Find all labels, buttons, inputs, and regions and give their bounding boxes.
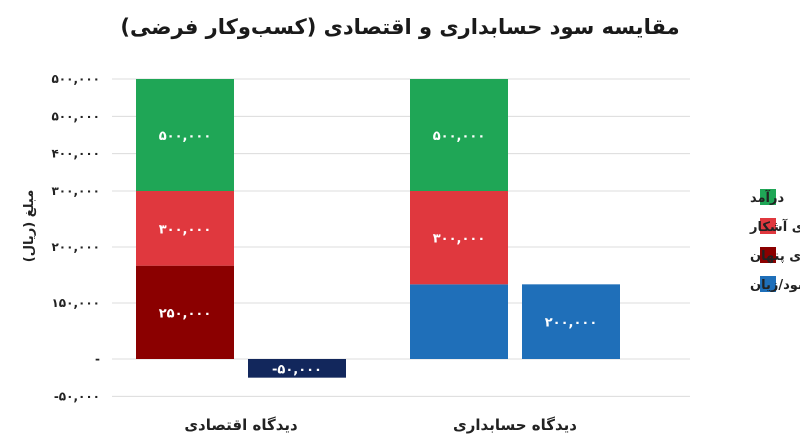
y-tick-label: ۵۰۰,۰۰۰ [51, 72, 100, 86]
y-tick-label: ۱۵۰,۰۰۰ [51, 296, 100, 310]
category-label: دیدگاه حسابداری [453, 416, 577, 434]
y-axis-label: مبلغ (ریال) [22, 190, 37, 262]
profit-bar [248, 359, 346, 378]
legend-swatch [760, 247, 776, 263]
y-tick-label: ۴۰۰,۰۰۰ [51, 147, 100, 161]
legend-label: سود/زیان [750, 278, 800, 293]
data-label: ۲۵۰,۰۰۰ [159, 306, 212, 321]
legend-label: هزینه‌های پنهان [750, 249, 800, 264]
profit-label: ۲۰۰,۰۰۰ [545, 316, 598, 331]
y-tick-label: ۳۰۰,۰۰۰ [51, 184, 100, 198]
legend-label: هزینه‌های آشکار [749, 218, 800, 235]
legend-swatch [760, 218, 776, 234]
y-tick-label: ۲۰۰,۰۰۰ [51, 240, 100, 254]
profit-label: -۵۰,۰۰۰ [272, 362, 322, 377]
data-label: ۵۰۰,۰۰۰ [159, 129, 212, 144]
data-label: ۳۰۰,۰۰۰ [159, 222, 212, 237]
legend-label: درآمد [750, 189, 784, 206]
data-label: ۵۰۰,۰۰۰ [433, 129, 486, 144]
chart-title: مقایسه سود حسابداری و اقتصادی (کسب‌وکار … [120, 15, 679, 39]
legend-swatch [760, 276, 776, 292]
bar-segment [136, 265, 234, 359]
y-axis-ticks: ۵۰۰,۰۰۰ ۵۰۰,۰۰۰ ۴۰۰,۰۰۰ ۳۰۰,۰۰۰ ۲۰۰,۰۰۰ ۱۵۰,۰… [51, 72, 100, 403]
bar-segment [410, 284, 508, 359]
data-label: ۳۰۰,۰۰۰ [433, 232, 486, 247]
y-tick-label: - [95, 352, 100, 366]
legend: درآمد هزینه‌های آشکار هزینه‌های پنهان سود/ز… [749, 189, 800, 293]
y-tick-label: ۵۰۰,۰۰۰ [51, 109, 100, 123]
bars: ۲۵۰,۰۰۰ ۳۰۰,۰۰۰ ۵۰۰,۰۰۰ -۵۰,۰۰۰ ۳۰۰,۰۰۰ ۵۰۰,۰… [136, 79, 620, 378]
y-tick-label: -۵۰,۰۰۰ [54, 389, 100, 403]
bar-segment [410, 191, 508, 285]
legend-swatch [760, 189, 776, 205]
category-label: دیدگاه اقتصادی [184, 416, 298, 434]
bar-segment [136, 191, 234, 266]
bar-segment [410, 79, 508, 191]
category-labels: دیدگاه اقتصادی دیدگاه حسابداری [184, 416, 577, 434]
bar-segment [136, 79, 234, 191]
profit-bar [522, 284, 620, 359]
